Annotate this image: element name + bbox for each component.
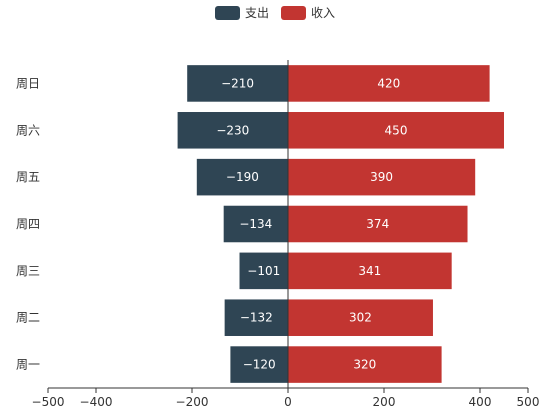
legend: 支出 收入 [0,4,550,21]
income-bar[interactable] [288,252,452,290]
x-tick-label: 500 [517,395,540,409]
expense-bar-label: −120 [243,358,276,372]
expense-bar-label: −210 [221,76,254,90]
expense-bar[interactable] [224,299,288,336]
income-bar[interactable] [288,65,490,102]
income-bar[interactable] [288,299,433,336]
income-bar-label: 302 [349,311,372,325]
income-bar[interactable] [288,205,468,243]
expense-bar-label: −101 [247,264,280,278]
expense-bar[interactable] [196,158,288,196]
income-bar[interactable] [288,346,442,383]
income-bar-label: 341 [358,264,381,278]
expense-bar-label: −134 [239,217,272,231]
x-tick-label: 0 [284,395,292,409]
x-tick-label: −500 [32,395,65,409]
expense-bar-label: −230 [216,123,249,137]
legend-label-expense: 支出 [244,6,269,20]
y-axis-label: 周四 [16,217,40,231]
income-bar[interactable] [288,112,504,149]
legend-label-income: 收入 [311,6,336,20]
income-bar-label: 390 [370,170,393,184]
expense-bar[interactable] [187,65,288,102]
income-bar-label: 450 [385,123,408,137]
income-bar-label: 374 [366,217,389,231]
expense-bar-label: −190 [226,170,259,184]
x-tick-label: 400 [469,395,492,409]
expense-bar-label: −132 [240,311,273,325]
expense-bar[interactable] [239,252,288,290]
y-axis-label: 周一 [16,358,40,372]
income-bar[interactable] [288,158,476,196]
x-tick-label: −400 [80,395,113,409]
income-bar-label: 420 [377,76,400,90]
legend-item-expense[interactable]: 支出 [214,4,269,21]
y-axis-label: 周二 [16,311,40,325]
expense-bar[interactable] [223,205,288,243]
legend-item-income[interactable]: 收入 [281,4,335,21]
y-axis-label: 周日 [16,76,40,90]
y-axis-label: 周三 [16,264,40,278]
y-axis-label: 周五 [16,170,40,184]
x-tick-label: −200 [176,395,209,409]
y-axis-label: 周六 [16,123,40,137]
income-bar-label: 320 [353,358,376,372]
expense-bar[interactable] [230,346,288,383]
expense-bar[interactable] [177,112,288,149]
x-tick-label: 200 [373,395,396,409]
legend-swatch-income [281,5,306,20]
legend-swatch-expense [214,5,240,20]
